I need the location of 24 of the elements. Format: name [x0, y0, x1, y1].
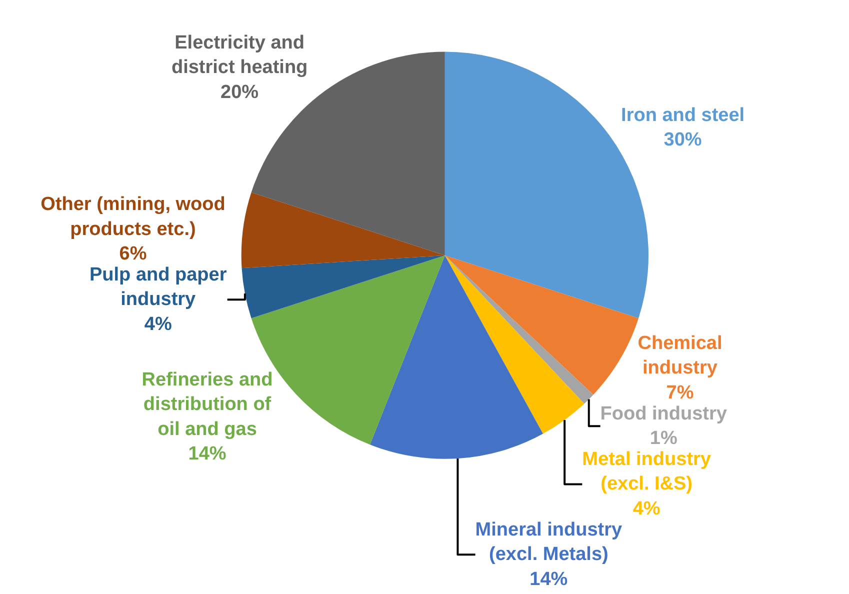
pie-slice: [444, 255, 594, 404]
pie-slice: [242, 255, 445, 318]
slice-label: Mineral industry (excl. Metals): [475, 519, 622, 566]
data-label: 20%: [220, 82, 259, 103]
data-label: 7%: [666, 382, 694, 404]
data-label: 30%: [664, 130, 702, 151]
slice-label: Chemical industry: [638, 332, 722, 379]
pie-slice: [241, 192, 445, 268]
slice-label: Pulp and paper industry: [90, 264, 228, 310]
slice-label: Metal industry (excl. I&S): [582, 448, 712, 495]
data-label: 6%: [119, 243, 147, 264]
pie-slice: [444, 255, 584, 434]
slice-label: Other (mining, wood products etc.): [40, 194, 226, 240]
data-label: 14%: [530, 568, 568, 590]
slice-label: Food industry: [600, 403, 728, 424]
pie-slice: [370, 255, 543, 459]
data-label: 4%: [632, 498, 660, 520]
slice-label: Refineries and distribution of oil and gas: [142, 369, 273, 440]
data-label: 1%: [650, 428, 678, 449]
pie-slice: [444, 255, 639, 395]
data-label: 14%: [188, 444, 226, 465]
slice-label: Electricity and district heating: [171, 32, 308, 78]
slice-label: Iron and steel: [621, 104, 745, 126]
data-label: 4%: [144, 314, 172, 335]
